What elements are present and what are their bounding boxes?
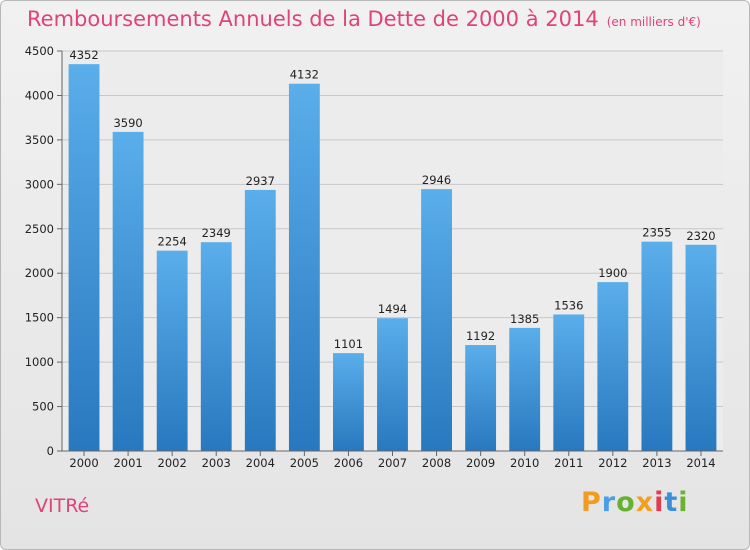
- x-tick-label: 2010: [510, 456, 539, 470]
- y-tick-label: 4000: [25, 88, 54, 102]
- bar: [288, 83, 320, 451]
- y-tick-label: 2000: [25, 266, 54, 280]
- y-tick-label: 2500: [25, 222, 54, 236]
- chart-title: Remboursements Annuels de la Dette de 20…: [27, 7, 599, 31]
- bar-value-label: 1494: [378, 302, 407, 316]
- logo-letter: x: [635, 487, 655, 518]
- bar: [377, 318, 408, 451]
- bar: [421, 189, 452, 451]
- y-tick-label: 4500: [25, 44, 54, 58]
- bar-value-label: 2355: [642, 226, 671, 240]
- bar: [597, 282, 629, 451]
- bar-value-label: 2937: [246, 174, 275, 188]
- x-tick-label: 2004: [246, 456, 275, 470]
- bar: [509, 327, 541, 451]
- bar-value-label: 4132: [290, 68, 319, 82]
- logo-letter: o: [616, 487, 636, 518]
- bar: [641, 241, 673, 451]
- bar: [685, 244, 717, 451]
- bar-value-label: 4352: [69, 48, 98, 62]
- x-tick-label: 2006: [334, 456, 363, 470]
- bar: [68, 64, 100, 452]
- x-tick-label: 2000: [69, 456, 98, 470]
- bar-value-label: 1536: [554, 298, 583, 312]
- bar-value-label: 2254: [158, 235, 187, 249]
- bar-value-label: 2946: [422, 173, 451, 187]
- x-tick-label: 2012: [598, 456, 627, 470]
- y-tick-label: 1000: [25, 355, 54, 369]
- x-tick-label: 2002: [158, 456, 187, 470]
- bar-value-label: 2320: [686, 229, 715, 243]
- bar-value-label: 1900: [598, 266, 627, 280]
- x-tick-label: 2008: [422, 456, 451, 470]
- x-tick-label: 2005: [290, 456, 319, 470]
- bar: [553, 314, 585, 451]
- bar-value-label: 3590: [113, 116, 142, 130]
- logo-letter: r: [601, 487, 617, 518]
- bar: [156, 250, 188, 451]
- chart-subtitle: (en milliers d'€): [606, 15, 701, 29]
- bar-value-label: 1385: [510, 312, 539, 326]
- x-tick-label: 2013: [642, 456, 671, 470]
- bar: [200, 242, 232, 451]
- y-tick-label: 500: [32, 400, 54, 414]
- location-name: VITRé: [35, 495, 90, 517]
- x-tick-label: 2011: [554, 456, 583, 470]
- bar: [465, 345, 497, 451]
- logo-letter: P: [581, 487, 602, 518]
- y-tick-label: 0: [47, 444, 54, 458]
- x-tick-label: 2009: [466, 456, 495, 470]
- y-tick-label: 1500: [25, 311, 54, 325]
- bar-value-label: 1101: [334, 337, 363, 351]
- y-tick-label: 3500: [25, 133, 54, 147]
- logo-letter: t: [664, 487, 679, 518]
- logo-letter: i: [678, 487, 689, 518]
- bar: [333, 353, 364, 451]
- bar-value-label: 1192: [466, 329, 495, 343]
- x-tick-label: 2001: [113, 456, 142, 470]
- y-tick-label: 3000: [25, 177, 54, 191]
- bar: [244, 189, 276, 451]
- x-tick-label: 2014: [686, 456, 715, 470]
- x-tick-label: 2007: [378, 456, 407, 470]
- proxiti-logo[interactable]: Proxiti: [581, 487, 689, 518]
- logo-letter: i: [654, 487, 665, 518]
- x-tick-label: 2003: [202, 456, 231, 470]
- chart-title-block: Remboursements Annuels de la Dette de 20…: [27, 7, 701, 31]
- bar-value-label: 2349: [202, 226, 231, 240]
- bar: [112, 131, 144, 451]
